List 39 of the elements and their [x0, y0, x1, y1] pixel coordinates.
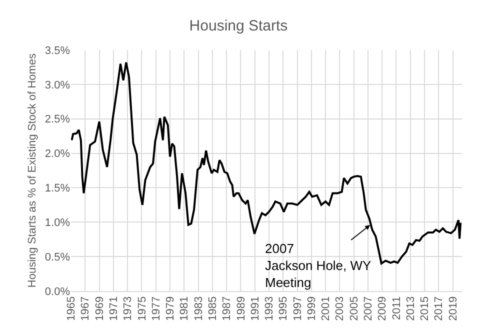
- y-tick-label: 1.5%: [44, 182, 70, 195]
- y-tick-label: 3.0%: [44, 79, 70, 92]
- x-tick-label: 2019: [447, 296, 460, 321]
- x-tick-label: 1997: [292, 296, 304, 321]
- x-tick-label: 1987: [221, 296, 234, 321]
- x-tick-label: 2005: [348, 296, 360, 321]
- x-tick-label: 1979: [164, 296, 177, 321]
- x-tick-label: 1973: [122, 296, 134, 321]
- x-tick-label: 1977: [150, 296, 162, 321]
- x-tick-label: 1993: [264, 296, 276, 321]
- x-tick-label: 2015: [419, 296, 432, 321]
- y-tick-label: 3.5%: [44, 44, 70, 57]
- x-tick-label: 1975: [136, 296, 148, 321]
- y-tick-label: 0.0%: [44, 286, 70, 298]
- y-axis-title: Housing Starts as % of Existing Stock of Homes: [26, 52, 39, 288]
- annotation: 2007 Jackson Hole, WY Meeting: [265, 241, 372, 290]
- y-tick-label: 2.0%: [44, 148, 70, 160]
- x-tick-label: 1991: [249, 296, 262, 321]
- y-tick-label: 1.0%: [44, 216, 70, 229]
- chart-title: Housing Starts: [189, 17, 288, 34]
- x-tick-label: 2001: [320, 296, 332, 321]
- x-tick-label: 2011: [390, 296, 403, 320]
- x-tick-label: 2003: [334, 296, 346, 321]
- y-tick-label: 0.5%: [44, 251, 70, 264]
- x-tick-label: 2007: [362, 296, 375, 321]
- x-tick-label: 1981: [178, 296, 191, 321]
- x-tick-label: 1971: [108, 296, 120, 321]
- x-tick-label: 1989: [235, 296, 248, 321]
- x-tick-label: 1965: [66, 296, 78, 321]
- x-tick-label: 2013: [404, 296, 417, 321]
- x-tick-label: 2009: [376, 296, 389, 321]
- x-tick-label: 1995: [278, 296, 290, 321]
- x-tick-label: 1983: [192, 296, 205, 321]
- x-tick-label: 1999: [306, 296, 318, 321]
- x-tick-label: 2017: [433, 296, 446, 321]
- y-tick-label: 2.5%: [44, 114, 70, 126]
- x-tick-label: 1969: [94, 296, 106, 321]
- x-tick-label: 1985: [206, 296, 219, 321]
- x-tick-label: 1967: [80, 296, 92, 321]
